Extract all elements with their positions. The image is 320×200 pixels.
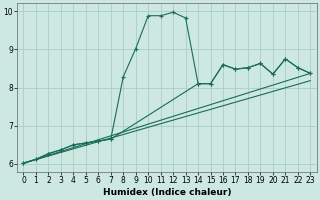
X-axis label: Humidex (Indice chaleur): Humidex (Indice chaleur) bbox=[103, 188, 231, 197]
